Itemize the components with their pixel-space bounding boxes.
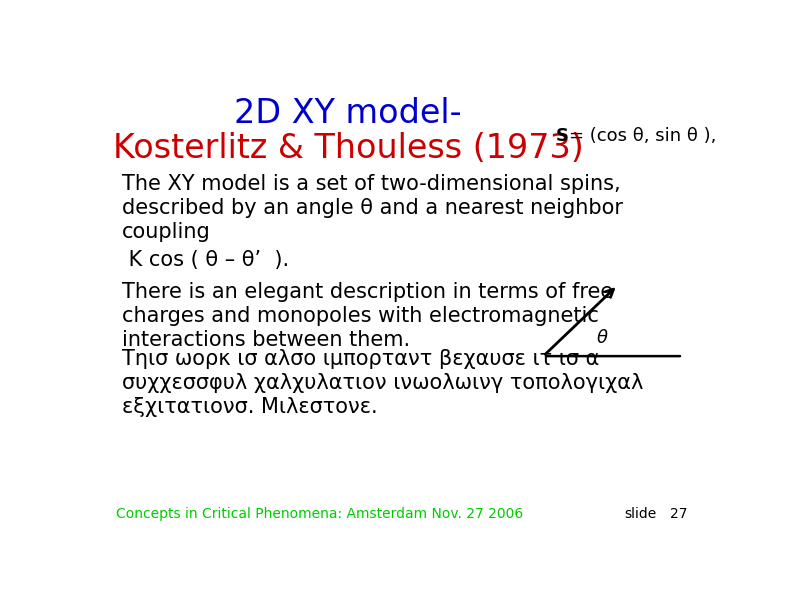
Text: interactions between them.: interactions between them. [122, 330, 410, 350]
Text: εξχιτατιονσ. Μιλεστονε.: εξχιτατιονσ. Μιλεστονε. [122, 397, 378, 417]
Text: K cos ( θ – θʼ  ).: K cos ( θ – θʼ ). [122, 250, 289, 270]
Text: S: S [556, 127, 569, 145]
Text: Concepts in Critical Phenomena: Amsterdam Nov. 27 2006: Concepts in Critical Phenomena: Amsterda… [115, 507, 522, 521]
Text: 27: 27 [670, 507, 688, 521]
Text: described by an angle θ and a nearest neighbor: described by an angle θ and a nearest ne… [122, 197, 622, 218]
Text: = (cos θ, sin θ ),: = (cos θ, sin θ ), [570, 127, 717, 145]
Text: $\theta$: $\theta$ [596, 329, 609, 347]
Text: There is an elegant description in terms of free: There is an elegant description in terms… [122, 282, 613, 302]
Text: coupling: coupling [122, 221, 210, 242]
Text: charges and monopoles with electromagnetic: charges and monopoles with electromagnet… [122, 306, 598, 326]
Text: slide: slide [624, 507, 656, 521]
Text: Τηισ ωορκ ισ αλσο ιμπορταντ βεχαυσε ιτ ισ α: Τηισ ωορκ ισ αλσο ιμπορταντ βεχαυσε ιτ ι… [122, 349, 599, 369]
Text: συχχεσσφυλ χαλχυλατιον ινωολωινγ τοπολογιχαλ: συχχεσσφυλ χαλχυλατιον ινωολωινγ τοπολογ… [122, 373, 643, 393]
Text: 2D XY model-: 2D XY model- [234, 97, 462, 130]
Text: The XY model is a set of two-dimensional spins,: The XY model is a set of two-dimensional… [122, 173, 620, 194]
Text: Kosterlitz & Thouless (1973): Kosterlitz & Thouless (1973) [113, 132, 583, 165]
